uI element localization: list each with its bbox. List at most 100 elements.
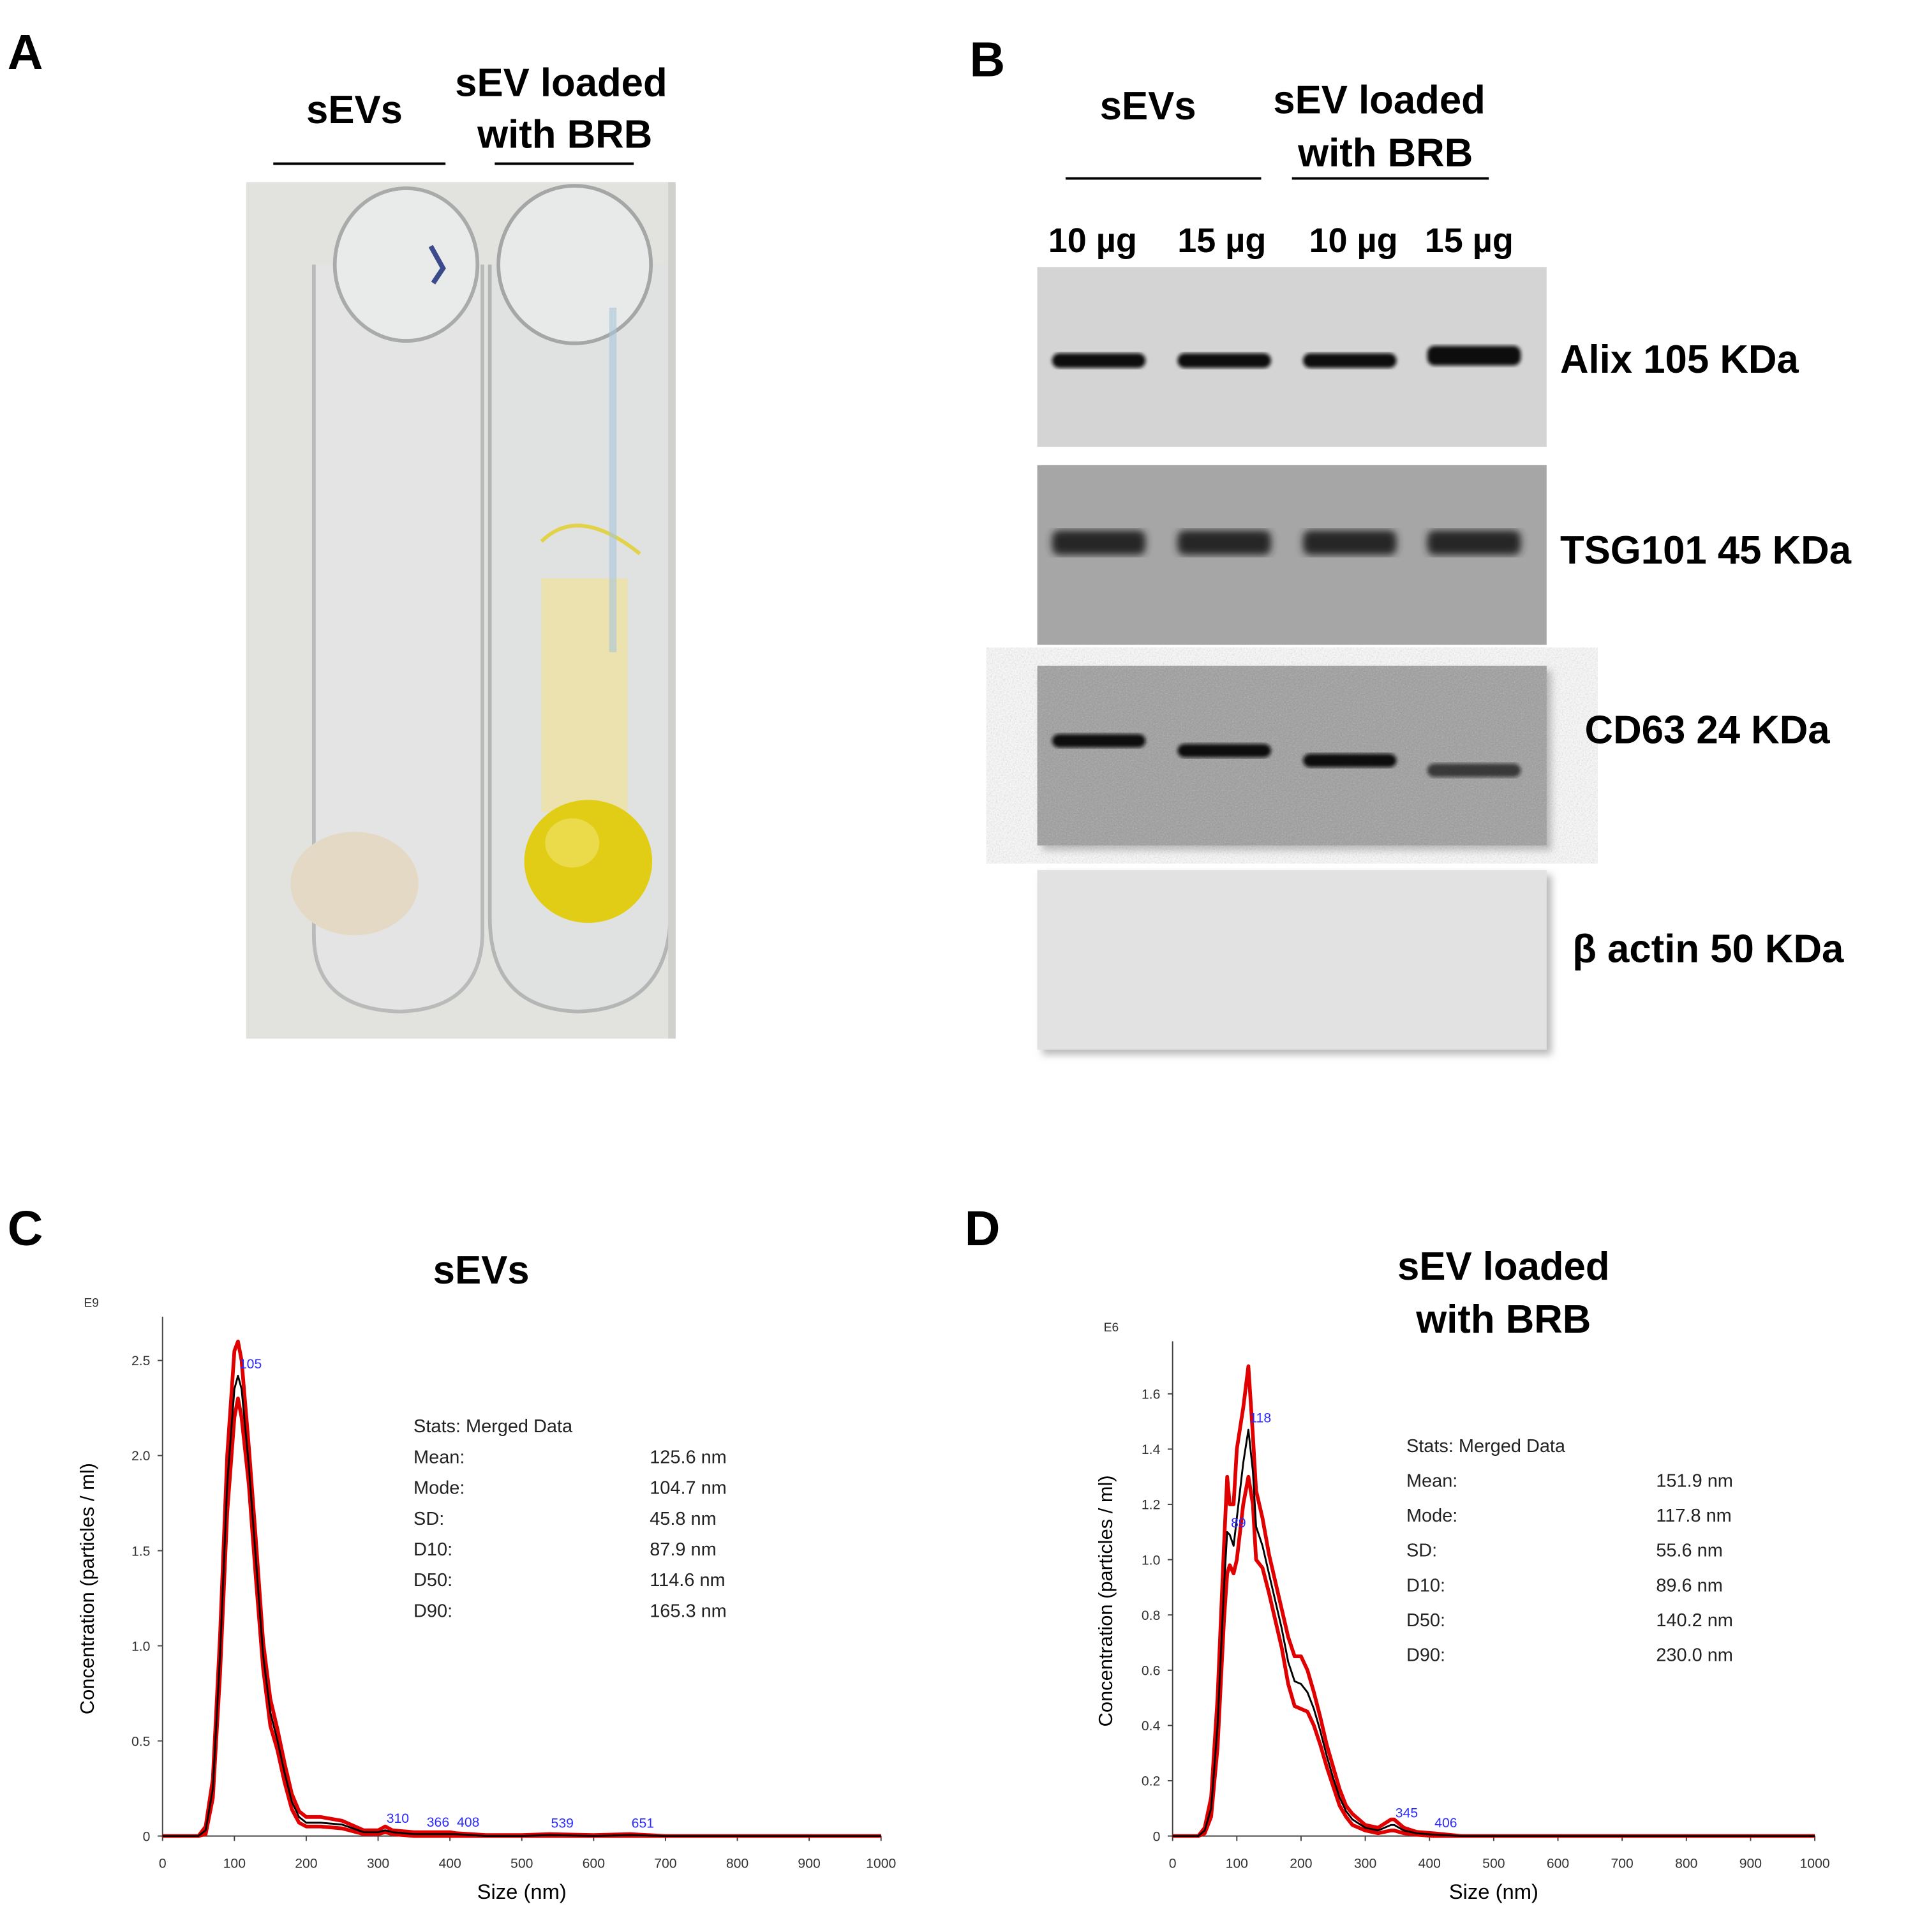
- group-label: sEV loaded: [1273, 78, 1485, 122]
- stats-key: Mean:: [413, 1447, 465, 1467]
- band: [1427, 763, 1521, 777]
- y-tick-label: 0: [143, 1829, 151, 1844]
- blot-label: CD63 24 KDa: [1585, 708, 1831, 753]
- x-tick-label: 100: [1226, 1857, 1248, 1871]
- stats-title: Stats: Merged Data: [1406, 1436, 1566, 1456]
- y-tick-label: 1.5: [131, 1544, 150, 1559]
- blot-noise: [1037, 666, 1547, 846]
- y-axis-label: Concentration (particles / ml): [1094, 1475, 1117, 1726]
- peak-label: 105: [239, 1357, 262, 1372]
- x-tick-label: 400: [438, 1857, 461, 1871]
- y-tick-label: 0.4: [1142, 1719, 1161, 1734]
- x-tick-label: 0: [1169, 1857, 1177, 1871]
- peak-label: 118: [1249, 1411, 1271, 1426]
- stats-key: Mode:: [413, 1478, 465, 1499]
- peak-label: 89: [1231, 1516, 1246, 1531]
- y-tick-label: 2.0: [131, 1449, 150, 1464]
- stats-value: 89.6 nm: [1656, 1575, 1722, 1596]
- lane-label: 10 µg: [1309, 221, 1398, 260]
- y-tick-label: 0.2: [1142, 1774, 1160, 1789]
- x-tick-label: 1000: [866, 1857, 896, 1871]
- mean-line: [162, 1374, 881, 1838]
- photo: [246, 182, 676, 1039]
- band: [1052, 530, 1146, 555]
- panel-label: D: [965, 1201, 1001, 1256]
- group-label: with BRB: [477, 112, 652, 156]
- band: [1303, 353, 1397, 368]
- stats-key: D10:: [1406, 1575, 1445, 1596]
- lane-label: 15 µg: [1177, 221, 1266, 260]
- stats-key: D50:: [1406, 1610, 1445, 1631]
- x-axis-label: Size (nm): [477, 1880, 567, 1903]
- error-bound: [162, 1339, 881, 1838]
- blot: [1037, 870, 1547, 1050]
- stats-value: 45.8 nm: [650, 1509, 716, 1529]
- blot-label: TSG101 45 KDa: [1560, 528, 1852, 573]
- group-label: sEVs: [1100, 84, 1196, 128]
- stats-key: SD:: [413, 1509, 444, 1529]
- y-tick-label: 0: [1153, 1829, 1161, 1844]
- stats-value: 117.8 nm: [1656, 1506, 1731, 1526]
- chart-title: sEVs: [433, 1248, 530, 1292]
- stats-value: 230.0 nm: [1656, 1645, 1733, 1665]
- x-tick-label: 700: [1611, 1857, 1633, 1871]
- stats-value: 104.7 nm: [650, 1478, 727, 1499]
- group-label: with BRB: [1297, 131, 1473, 175]
- band: [1177, 530, 1271, 555]
- peak-label: 345: [1396, 1806, 1418, 1821]
- y-tick-label: 2.5: [131, 1354, 150, 1368]
- western-blot: 10 µg 15 µg 10 µg 15 µg Alix 105 KDa TSG101 4…: [1037, 221, 1852, 1050]
- x-tick-label: 400: [1418, 1857, 1441, 1871]
- stats-value: 140.2 nm: [1656, 1610, 1733, 1631]
- stats-key: D10:: [413, 1539, 452, 1560]
- stats-key: D90:: [413, 1601, 452, 1621]
- peak-label: 366: [427, 1815, 449, 1830]
- mean-line: [1172, 1428, 1815, 1838]
- x-tick-label: 300: [367, 1857, 389, 1871]
- chart-title: with BRB: [1415, 1298, 1591, 1342]
- y-tick-label: 0.6: [1142, 1664, 1160, 1679]
- band: [1303, 753, 1397, 768]
- stats-value: 87.9 nm: [650, 1539, 716, 1560]
- x-tick-label: 800: [726, 1857, 748, 1871]
- stats-value: 114.6 nm: [650, 1570, 725, 1591]
- panel-label: A: [8, 25, 43, 80]
- x-tick-label: 900: [1739, 1857, 1762, 1871]
- stats-key: D90:: [1406, 1645, 1445, 1665]
- panel-label: B: [970, 33, 1006, 87]
- x-tick-label: 900: [798, 1857, 820, 1871]
- error-bound: [1172, 1364, 1815, 1838]
- x-tick-label: 200: [295, 1857, 317, 1871]
- y-tick-label: 1.6: [1142, 1388, 1160, 1402]
- band: [1303, 530, 1397, 555]
- x-tick-label: 500: [1482, 1857, 1505, 1871]
- peak-label: 408: [457, 1815, 479, 1830]
- chart-title: sEV loaded: [1397, 1245, 1610, 1289]
- band: [1427, 345, 1521, 366]
- axis-exponent: E6: [1104, 1321, 1119, 1335]
- lane-label: 10 µg: [1048, 221, 1137, 260]
- y-tick-label: 0.5: [131, 1734, 150, 1749]
- error-bound: [1172, 1474, 1815, 1838]
- y-tick-label: 1.0: [131, 1639, 150, 1654]
- stats-value: 55.6 nm: [1656, 1541, 1722, 1561]
- x-axis-label: Size (nm): [1449, 1880, 1538, 1903]
- blot-label: Alix 105 KDa: [1560, 338, 1799, 382]
- peak-label: 310: [387, 1811, 409, 1826]
- y-tick-label: 0.8: [1142, 1608, 1160, 1623]
- panel-label: C: [8, 1201, 43, 1256]
- stats-value: 165.3 nm: [650, 1601, 727, 1621]
- y-tick-label: 1.2: [1142, 1498, 1160, 1513]
- stats-value: 125.6 nm: [650, 1447, 727, 1467]
- x-tick-label: 600: [1547, 1857, 1569, 1871]
- peak-label: 539: [551, 1816, 574, 1831]
- x-tick-label: 700: [654, 1857, 676, 1871]
- axis-exponent: E9: [84, 1297, 99, 1310]
- stats-key: Mean:: [1406, 1471, 1457, 1492]
- x-tick-label: 500: [510, 1857, 533, 1871]
- band: [1052, 734, 1146, 748]
- x-tick-label: 0: [159, 1857, 167, 1871]
- x-tick-label: 100: [223, 1857, 246, 1871]
